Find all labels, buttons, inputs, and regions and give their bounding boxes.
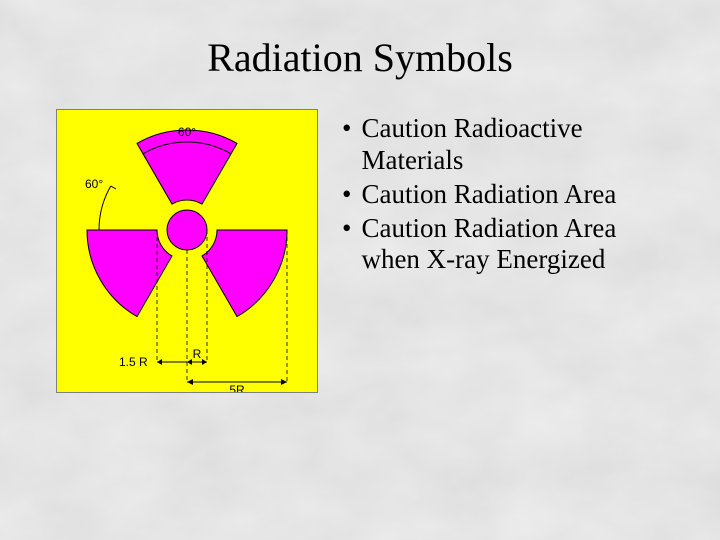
slide-title: Radiation Symbols [0,0,720,81]
bullet-text: Caution Radioactive Materials [361,113,680,177]
bullet-list: •Caution Radioactive Materials•Caution R… [342,109,680,278]
slide-body: 60°60°R5R1.5 R •Caution Radioactive Mate… [0,81,720,393]
bullet-text: Caution Radiation Area when X-ray Energi… [361,213,680,277]
bullet-dot: • [342,213,351,277]
bullet-item: • Caution Radiation Area [342,179,680,211]
svg-text:5R: 5R [229,383,245,392]
bullet-dot: • [342,179,351,211]
svg-text:60°: 60° [85,177,103,191]
bullet-item: •Caution Radioactive Materials [342,113,680,177]
svg-text:1.5 R: 1.5 R [119,355,148,369]
svg-text:R: R [193,347,202,361]
bullet-dot: • [342,113,351,177]
svg-text:60°: 60° [178,125,196,139]
trefoil-figure: 60° 60° R 5R 1.5 R [56,109,318,393]
bullet-text: Caution Radiation Area [361,179,680,211]
bullet-item: •Caution Radiation Area when X-ray Energ… [342,213,680,277]
